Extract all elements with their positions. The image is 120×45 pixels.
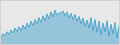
area [1, 10, 119, 44]
plot-area [1, 10, 119, 44]
line [1, 10, 119, 38]
chart [0, 0, 120, 45]
chart-container [0, 0, 120, 45]
plot-frame [1, 1, 120, 45]
